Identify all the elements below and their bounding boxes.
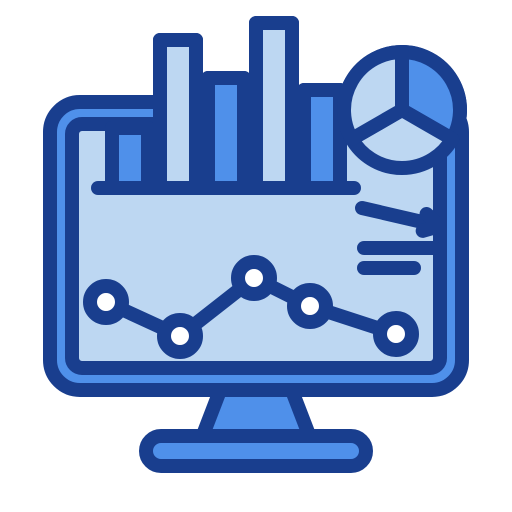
pie-chart-top	[344, 52, 460, 168]
line-chart-marker-1	[164, 320, 196, 352]
line-chart-marker-2	[238, 262, 270, 294]
line-chart-marker-3	[294, 290, 326, 322]
analytics-dashboard-icon	[0, 0, 512, 512]
line-chart-marker-0	[90, 286, 122, 318]
line-chart-marker-4	[380, 318, 412, 350]
monitor-base	[146, 436, 366, 466]
